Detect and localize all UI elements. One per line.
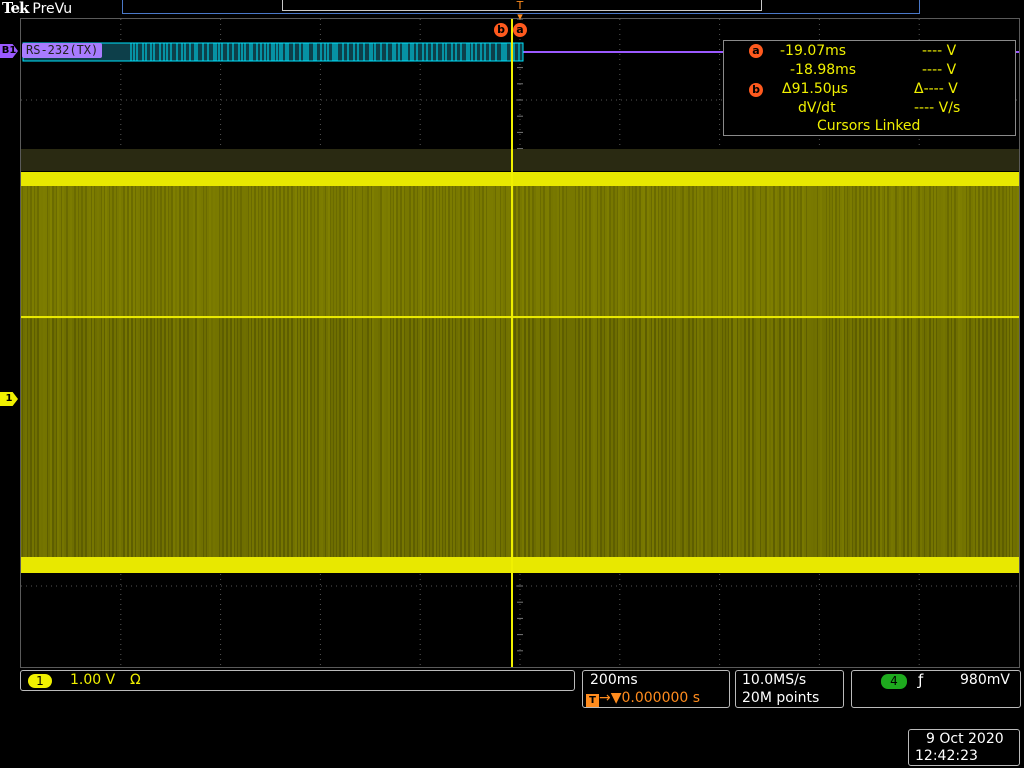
trigger-level: 980mV (960, 672, 1010, 688)
channel1-vertical-scale: 1.00 V (70, 672, 116, 688)
waveform-graticule (20, 18, 1020, 668)
cursors-linked-label: Cursors Linked (817, 118, 921, 134)
waveform-low-rail (21, 557, 1019, 573)
channel1-marker-label: 1 (5, 393, 13, 404)
trigger-settings-box[interactable] (851, 670, 1021, 708)
acquisition-settings-box[interactable] (735, 670, 844, 708)
datetime-box[interactable] (908, 729, 1020, 766)
horizontal-scale: 200ms (590, 672, 638, 688)
trigger-marker-label: T (516, 0, 524, 12)
cursor-b-time: -18.98ms (790, 62, 857, 78)
horizontal-settings-box[interactable] (582, 670, 730, 708)
channel1-waveform-lower (21, 319, 1019, 571)
brand-logo: Tek PreVu (2, 0, 73, 17)
dvdt-label: dV/dt (798, 100, 836, 116)
cursor-delta-time: Δ91.50µs (782, 81, 848, 97)
cursor-a-badge: a (749, 44, 763, 58)
bus-decode-label: RS-232(TX) (22, 43, 103, 58)
cursor-a-handle[interactable]: a (513, 23, 527, 37)
trigger-delay-value: →▼0.000000 s (599, 690, 701, 706)
trigger-source-badge: 4 (881, 674, 907, 689)
cursor-readout-panel[interactable]: a -19.07ms ---- V -18.98ms ---- V b Δ91.… (723, 40, 1016, 136)
bus-marker-label: B1 (1, 45, 17, 56)
cursor-b-handle[interactable]: b (494, 23, 508, 37)
cursor-a-time: -19.07ms (780, 43, 847, 59)
cursor-b-badge: b (749, 83, 763, 97)
tek-logo: Tek (2, 0, 29, 17)
record-length: 20M points (742, 690, 820, 706)
time-display: 12:42:23 (915, 748, 978, 764)
waveform-overshoot-band (21, 149, 1019, 171)
cursor-b-volt: ---- V (922, 62, 957, 78)
cursor-delta-volt: Δ---- V (914, 81, 958, 97)
cursor-a-volt: ---- V (922, 43, 957, 59)
record-view-bar (122, 0, 920, 14)
rising-edge-icon: ƒ (918, 671, 924, 689)
trigger-delay: T →▼0.000000 s (586, 689, 700, 707)
trigger-position-marker[interactable]: T ▾ (516, 0, 524, 23)
channel1-ground-marker[interactable]: 1 (0, 392, 18, 406)
trigger-t-icon: T (586, 694, 599, 707)
channel1-badge: 1 (28, 674, 52, 688)
channel1-settings-box[interactable] (20, 670, 575, 691)
channel1-termination-icon: Ω (130, 672, 141, 688)
graticule-grid (21, 19, 1019, 667)
dvdt-value: ---- V/s (914, 100, 961, 116)
record-view-window[interactable] (282, 0, 762, 11)
prevu-mode-label: PreVu (32, 1, 73, 17)
waveform-high-rail (21, 172, 1019, 186)
sample-rate: 10.0MS/s (742, 672, 807, 688)
date-display: 9 Oct 2020 (926, 731, 1004, 747)
bus-b1-marker[interactable]: B1 (0, 44, 18, 58)
